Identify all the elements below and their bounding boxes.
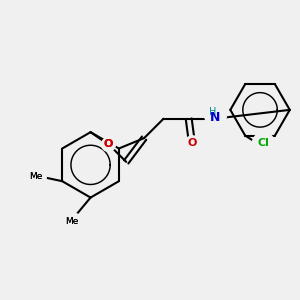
Text: Me: Me	[65, 218, 79, 226]
Text: Me: Me	[29, 172, 43, 181]
Text: Me: Me	[29, 172, 43, 181]
Text: O: O	[104, 139, 113, 149]
Text: N: N	[210, 111, 221, 124]
Text: H: H	[209, 107, 216, 117]
Text: Cl: Cl	[257, 138, 269, 148]
Text: O: O	[104, 139, 113, 149]
Text: O: O	[187, 138, 196, 148]
Text: Me: Me	[65, 218, 79, 226]
